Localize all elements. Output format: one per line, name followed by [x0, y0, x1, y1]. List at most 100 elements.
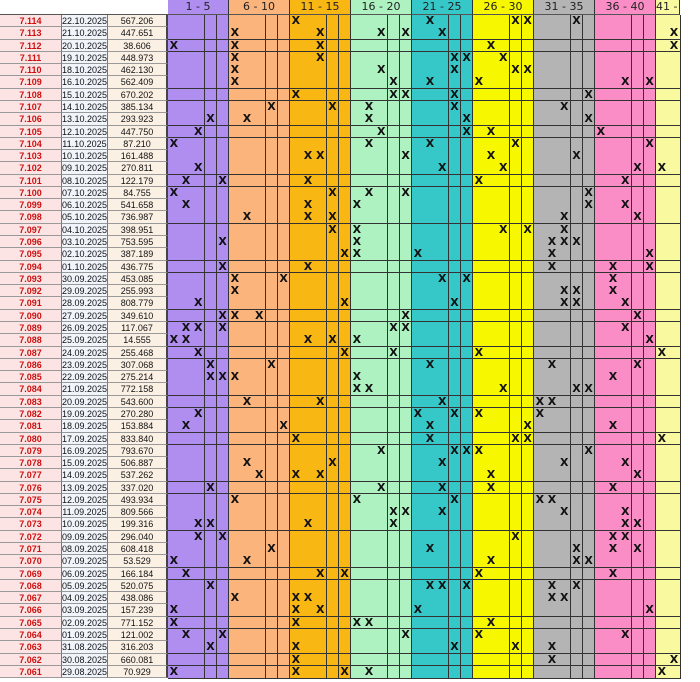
- grid-cell: [412, 260, 425, 274]
- grid-cell: [253, 285, 267, 298]
- grid-cell: [643, 297, 657, 311]
- grid-cell: [619, 186, 633, 200]
- grid-cell: [265, 371, 279, 384]
- number-mark: X: [558, 285, 572, 298]
- grid-cell: [412, 346, 425, 360]
- grid-cell: [448, 309, 462, 323]
- grid-cell: [570, 88, 584, 102]
- grid-cell: [375, 51, 389, 65]
- grid-cell: [656, 211, 669, 225]
- grid-cell: [351, 530, 364, 544]
- grid-cell: [607, 162, 620, 176]
- grid-cell: [656, 395, 669, 409]
- grid-cell: [241, 15, 254, 28]
- grid-cell: [412, 543, 425, 556]
- number-mark: X: [180, 420, 193, 433]
- grid-cell: [558, 579, 572, 593]
- grid-cell: [436, 100, 450, 114]
- grid-cell: [619, 285, 633, 298]
- grid-cell: [558, 15, 572, 28]
- grid-cell: [656, 555, 669, 569]
- number-mark: X: [351, 236, 364, 249]
- grid-cell: [436, 518, 450, 532]
- grid-cell: [363, 579, 376, 593]
- grid-cell: [375, 248, 389, 262]
- grid-cell: [180, 481, 193, 495]
- grid-cell: [314, 285, 328, 298]
- grid-cell: [241, 260, 254, 274]
- draw-id: 7.082: [0, 407, 62, 421]
- grid-cell: [265, 469, 279, 483]
- grid-cell: [595, 113, 608, 126]
- grid-cell: [277, 297, 291, 311]
- grid-cell: [619, 395, 633, 409]
- grid-cell: [216, 555, 230, 569]
- grid-cell: [265, 481, 279, 495]
- grid-cell: [631, 555, 645, 569]
- number-mark: X: [204, 358, 218, 372]
- grid-cell: [631, 592, 645, 605]
- grid-cell: [192, 444, 206, 458]
- grid-cell: [534, 100, 547, 114]
- grid-cell: [595, 150, 608, 163]
- grid-cell: [204, 100, 218, 114]
- draw-id: 7.063: [0, 641, 62, 654]
- number-mark: X: [558, 100, 572, 114]
- grid-cell: [168, 530, 181, 544]
- grid-cell: [399, 371, 413, 384]
- grid-cell: [460, 629, 474, 642]
- number-mark: X: [216, 322, 230, 335]
- grid-cell: [387, 579, 401, 593]
- grid-cell: [436, 150, 450, 163]
- grid-cell: [607, 579, 620, 593]
- number-mark: X: [607, 420, 620, 433]
- grid-cell: [448, 371, 462, 384]
- grid-cell: [387, 616, 401, 630]
- grid-cell: [546, 223, 559, 237]
- grid-cell: [656, 248, 669, 262]
- grid-cell: [216, 506, 230, 519]
- grid-cell: [485, 186, 498, 200]
- draw-value: 275.214: [108, 371, 168, 384]
- grid-cell: [497, 260, 511, 274]
- grid-cell: [497, 211, 511, 225]
- grid-cell: [668, 88, 681, 102]
- grid-cell: [668, 150, 681, 163]
- grid-cell: [558, 358, 572, 372]
- grid-cell: [363, 322, 376, 335]
- draw-date: 25.09.2025: [62, 334, 108, 347]
- grid-cell: [509, 420, 523, 433]
- grid-cell: [509, 51, 523, 65]
- grid-cell: [582, 125, 596, 139]
- grid-cell: [241, 493, 254, 507]
- grid-cell: [375, 297, 389, 311]
- draw-id: 7.067: [0, 592, 62, 605]
- number-mark: X: [448, 88, 462, 102]
- grid-cell: [619, 481, 633, 495]
- grid-cell: [448, 592, 462, 605]
- grid-cell: [534, 616, 547, 630]
- number-mark: X: [302, 211, 315, 225]
- grid-cell: [412, 371, 425, 384]
- grid-cell: [631, 493, 645, 507]
- grid-cell: [643, 64, 657, 77]
- grid-cell: [643, 199, 657, 212]
- grid-cell: [485, 407, 498, 421]
- grid-cell: [534, 39, 547, 53]
- grid-cell: [180, 346, 193, 360]
- draw-date: 09.10.2025: [62, 162, 108, 175]
- grid-cell: [570, 665, 584, 679]
- grid-cell: [497, 457, 511, 470]
- draw-id: 7.098: [0, 211, 62, 224]
- grid-cell: [448, 248, 462, 262]
- grid-cell: [521, 88, 535, 102]
- grid-cell: [375, 592, 389, 605]
- grid-cell: [253, 27, 267, 41]
- number-mark: X: [619, 76, 633, 90]
- grid-cell: [180, 150, 193, 163]
- grid-cell: [595, 530, 608, 544]
- draw-date: 20.10.2025: [62, 39, 108, 52]
- grid-cell: [424, 481, 437, 495]
- grid-cell: [619, 272, 633, 286]
- grid-cell: [290, 457, 303, 470]
